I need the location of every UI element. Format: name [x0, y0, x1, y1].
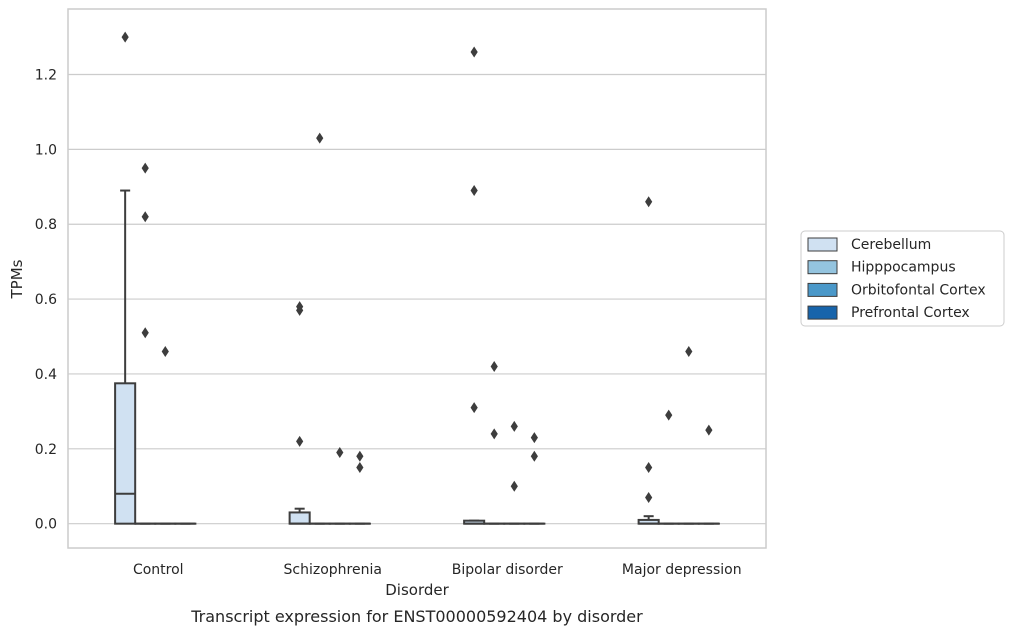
x-tick-label: Schizophrenia [284, 562, 382, 578]
outlier-point [685, 345, 693, 357]
outlier-point [336, 447, 344, 459]
grid-lines [68, 73, 766, 525]
outlier-point [161, 345, 169, 357]
outlier-point [645, 196, 653, 208]
x-tick-labels: Control Schizophrenia Bipolar disorder Majo… [133, 562, 742, 578]
y-tick-label: 1.0 [35, 142, 57, 158]
legend-label: Orbitofontal Cortex [851, 282, 986, 298]
y-tick-label: 0.6 [35, 292, 57, 308]
legend-swatch [807, 260, 838, 275]
y-tick-label: 0.0 [35, 517, 57, 533]
outlier-point [490, 428, 498, 440]
outlier-point [510, 420, 518, 432]
outlier-point [356, 462, 364, 474]
outlier-point [530, 432, 538, 444]
x-tick-label: Control [133, 562, 184, 578]
outlier-point [296, 435, 304, 447]
outlier-point [530, 450, 538, 462]
outlier-point [510, 480, 518, 492]
y-axis-title: TPMs [8, 259, 26, 299]
outlier-point [296, 301, 304, 313]
box [114, 382, 137, 525]
figure-caption: Transcript expression for ENST0000059240… [190, 607, 643, 626]
legend-label: Hipppocampus [851, 260, 956, 276]
legend-label: Prefrontal Cortex [851, 305, 970, 321]
x-axis-title: Disorder [385, 581, 449, 599]
box [288, 511, 311, 525]
outlier-point [645, 462, 653, 474]
outlier-point [121, 31, 129, 43]
legend-swatch [807, 237, 838, 252]
y-tick-label: 1.2 [35, 68, 57, 84]
outlier-point [705, 424, 713, 436]
y-tick-label: 0.4 [35, 367, 57, 383]
x-tick-label: Bipolar disorder [452, 562, 563, 578]
y-tick-labels: 0.0 0.2 0.4 0.6 0.8 1.0 1.2 [35, 68, 57, 533]
x-tick-label: Major depression [622, 562, 742, 578]
plot-frame [67, 8, 767, 549]
outlier-point [316, 132, 324, 144]
outlier-point [470, 402, 478, 414]
outlier-point [645, 491, 653, 503]
legend-swatch [807, 305, 838, 320]
box-group [114, 31, 720, 525]
legend-swatch [807, 282, 838, 297]
outlier-point [470, 46, 478, 58]
legend: Cerebellum Hipppocampus Orbitofontal Corte… [800, 230, 1005, 327]
outlier-point [665, 409, 673, 421]
outlier-point [141, 327, 149, 339]
legend-frame [800, 230, 1005, 327]
outlier-point [141, 162, 149, 174]
outlier-point [356, 450, 364, 462]
y-tick-label: 0.8 [35, 217, 57, 233]
y-tick-label: 0.2 [35, 442, 57, 458]
legend-label: Cerebellum [851, 237, 931, 253]
outlier-point [490, 360, 498, 372]
outlier-point [470, 185, 478, 197]
outlier-point [141, 211, 149, 223]
